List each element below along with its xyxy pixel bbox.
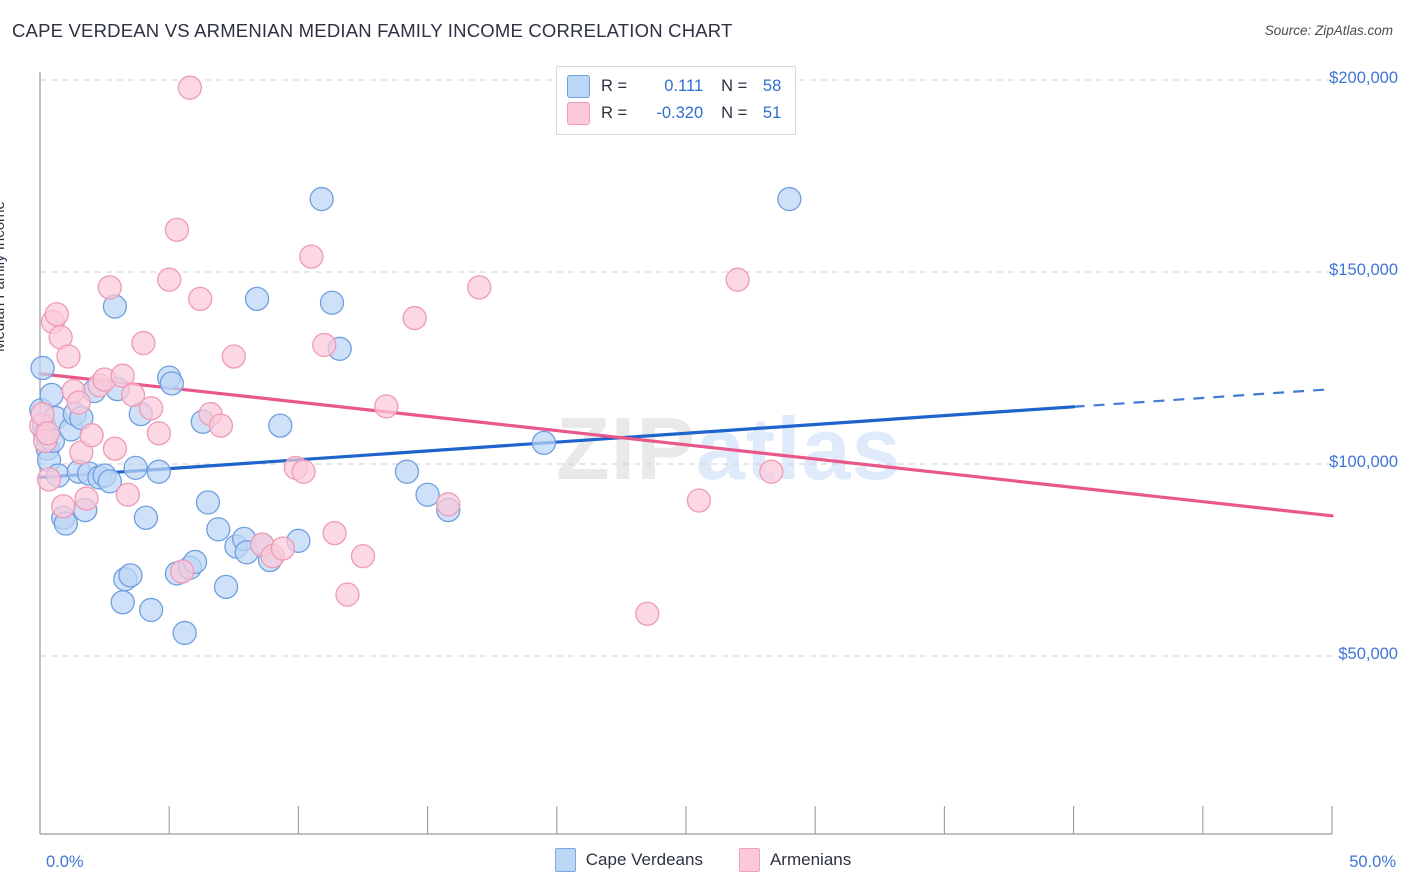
y-axis-tick-label: $100,000: [1329, 453, 1398, 471]
trend-line-armenians: [38, 372, 1334, 518]
scatter-svg: [29, 72, 1334, 835]
legend-item-cape-verdeans[interactable]: Cape Verdeans: [554, 848, 703, 872]
y-axis-title: Median Family Income: [0, 201, 8, 352]
data-point: [44, 302, 69, 327]
y-axis-tick-label: $50,000: [1338, 645, 1398, 663]
data-point: [208, 413, 234, 438]
stats-r-value-armenians: -0.320: [656, 104, 704, 122]
plot-area: [29, 72, 1334, 835]
legend-label-cape-verdeans: Cape Verdeans: [585, 850, 703, 869]
data-point: [131, 330, 156, 356]
data-point: [402, 305, 427, 331]
x-axis-min-label: 0.0%: [46, 853, 84, 871]
data-point: [322, 520, 347, 546]
stats-swatch-armenians: [567, 102, 590, 125]
data-point: [394, 459, 420, 484]
data-point: [319, 290, 345, 315]
data-point: [335, 582, 360, 607]
data-point: [374, 394, 399, 419]
data-point: [350, 544, 376, 569]
data-point: [467, 275, 492, 300]
data-point: [110, 363, 135, 388]
data-point: [725, 267, 750, 292]
stats-n-label-cape-verdeans: N =: [721, 77, 748, 95]
data-point: [138, 396, 164, 421]
data-point: [270, 536, 296, 561]
data-point: [291, 459, 316, 484]
trend-lines: [38, 372, 1334, 518]
data-point: [133, 505, 159, 530]
trend-line-cape-verdeans: [38, 405, 1076, 480]
stats-r-value-cape-verdeans: 0.111: [664, 77, 704, 95]
y-axis-tick-label: $200,000: [1329, 69, 1398, 87]
data-point: [79, 423, 104, 448]
legend-item-armenians[interactable]: Armenians: [738, 848, 852, 872]
stats-n-label-armenians: N =: [721, 104, 748, 122]
data-point: [36, 467, 62, 492]
legend-swatch-armenians: [738, 848, 760, 872]
series-points-armenians: [29, 75, 784, 626]
data-point: [531, 430, 557, 456]
data-point: [299, 244, 324, 269]
data-point: [66, 390, 91, 415]
data-point: [188, 286, 213, 312]
data-point: [213, 574, 239, 600]
data-point: [115, 482, 141, 507]
data-point: [759, 459, 784, 484]
data-point: [157, 267, 182, 292]
y-axis-tick-label: $150,000: [1329, 261, 1398, 279]
series-legend: Cape Verdeans Armenians: [0, 848, 1406, 872]
data-point: [110, 590, 135, 615]
data-point: [312, 332, 337, 358]
data-point: [138, 597, 164, 623]
data-point: [206, 517, 231, 542]
correlation-stats-box: R = 0.111 N = 58 R = -0.320 N = 51: [556, 66, 797, 135]
data-point: [102, 436, 128, 461]
stats-r-label-armenians: R =: [601, 104, 628, 122]
data-point: [195, 490, 221, 515]
trend-line-dashed-cape-verdeans: [1073, 388, 1333, 408]
data-point: [159, 371, 184, 396]
data-point: [268, 413, 293, 438]
data-point: [120, 382, 146, 408]
page-title: CAPE VERDEAN VS ARMENIAN MEDIAN FAMILY I…: [12, 20, 733, 41]
stats-n-value-armenians: 51: [762, 104, 782, 122]
data-point: [118, 563, 143, 588]
source-attribution: Source: ZipAtlas.com: [1264, 23, 1393, 38]
legend-label-armenians: Armenians: [769, 850, 852, 869]
data-point: [164, 217, 190, 242]
data-point: [415, 482, 440, 507]
data-point: [436, 492, 461, 517]
stats-swatch-cape-verdeans: [567, 75, 590, 98]
data-point: [309, 186, 334, 212]
stats-r-label-cape-verdeans: R =: [601, 77, 628, 95]
data-point: [777, 186, 802, 212]
stats-row-cape-verdeans: R = 0.111 N = 58: [567, 73, 781, 100]
data-point: [635, 601, 660, 626]
stats-n-value-cape-verdeans: 58: [762, 77, 782, 95]
data-point: [97, 275, 122, 300]
data-point: [177, 75, 203, 100]
data-point: [56, 344, 81, 369]
data-point: [686, 488, 712, 513]
data-point: [221, 344, 246, 369]
data-point: [74, 486, 99, 511]
stats-row-armenians: R = -0.320 N = 51: [567, 100, 781, 127]
data-point: [51, 494, 76, 519]
data-point: [172, 620, 197, 646]
data-point: [123, 455, 148, 480]
data-point: [244, 286, 270, 312]
legend-swatch-cape-verdeans: [554, 848, 576, 872]
x-axis-max-label: 50.0%: [1349, 853, 1396, 871]
data-point: [146, 459, 172, 484]
data-point: [169, 559, 195, 584]
data-point: [97, 469, 122, 494]
data-point: [30, 355, 55, 381]
data-point: [35, 421, 60, 446]
data-point: [146, 421, 172, 446]
axes: [39, 72, 1333, 835]
